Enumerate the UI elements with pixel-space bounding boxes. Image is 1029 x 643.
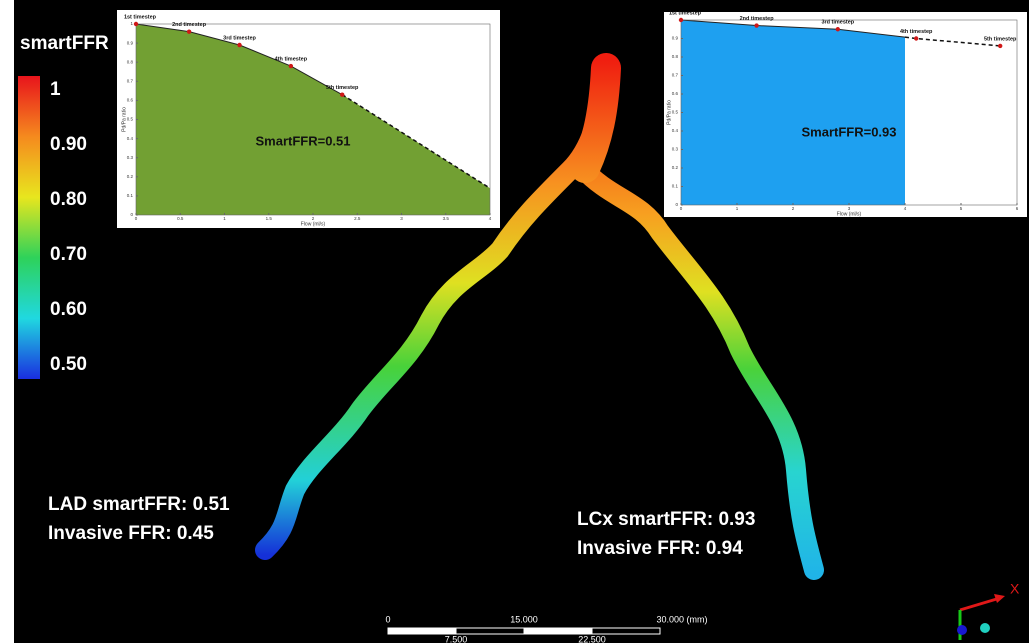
lad-label: LAD smartFFR: 0.51 bbox=[48, 494, 230, 515]
timestep-label: 3rd timestep bbox=[821, 20, 854, 26]
timestep-label: 3rd timestep bbox=[223, 35, 256, 41]
timestep-point bbox=[134, 22, 138, 26]
x-tick-label: 3.5 bbox=[443, 216, 450, 221]
colorbar bbox=[18, 76, 40, 379]
y-axis-label: Pd/Pa ratio bbox=[666, 100, 672, 125]
colorbar-tick-label: 0.60 bbox=[50, 299, 87, 320]
lcx-label: LCx smartFFR: 0.93 bbox=[577, 509, 755, 530]
y-tick-label: 0.7 bbox=[672, 73, 679, 78]
y-tick-label: 0.9 bbox=[127, 40, 134, 45]
lcx-label: Invasive FFR: 0.94 bbox=[577, 538, 743, 559]
axes-triad: X bbox=[957, 581, 1020, 640]
scale-label: 30.000 (mm) bbox=[656, 614, 707, 624]
scale-label: 7.500 bbox=[445, 634, 468, 643]
y-axis-label: Pd/Pa ratio bbox=[121, 107, 127, 132]
scale-label: 15.000 bbox=[510, 614, 538, 624]
colorbar-tick-label: 1 bbox=[50, 79, 61, 100]
x-tick-label: 1.5 bbox=[266, 216, 273, 221]
timestep-label: 1st timestep bbox=[669, 10, 702, 16]
y-tick-label: 0.5 bbox=[672, 110, 679, 115]
colorbar-title: smartFFR bbox=[20, 33, 109, 54]
y-tick-label: 0.3 bbox=[127, 155, 134, 160]
timestep-label: 4th timestep bbox=[275, 56, 308, 62]
colorbar-tick-label: 0.50 bbox=[50, 354, 87, 375]
timestep-point bbox=[237, 43, 241, 47]
colorbar-tick-label: 0.90 bbox=[50, 134, 87, 155]
scale-label: 22.500 bbox=[578, 634, 606, 643]
timestep-label: 1st timestep bbox=[124, 14, 157, 20]
timestep-label: 5th timestep bbox=[326, 85, 359, 91]
timestep-point bbox=[340, 92, 344, 96]
frame-edge bbox=[0, 0, 14, 643]
y-tick-label: 0.2 bbox=[127, 174, 134, 179]
axis-label: X bbox=[1010, 581, 1020, 597]
x-axis-label: Flow (ml/s) bbox=[837, 211, 862, 217]
y-tick-label: 0.3 bbox=[672, 147, 679, 152]
fill-area bbox=[681, 20, 905, 205]
y-tick-label: 0.9 bbox=[672, 36, 679, 41]
y-tick-label: 0.1 bbox=[672, 184, 679, 189]
annotation: SmartFFR=0.93 bbox=[801, 124, 896, 139]
y-tick-label: 0.5 bbox=[127, 117, 134, 122]
screen: smartFFR LAD smartFFR: 0.51 Invasive FFR… bbox=[0, 0, 1029, 643]
x-tick-label: 2.5 bbox=[354, 216, 361, 221]
timestep-point bbox=[289, 64, 293, 68]
y-tick-label: 0.8 bbox=[672, 54, 679, 59]
timestep-point bbox=[836, 27, 840, 31]
timestep-point bbox=[914, 36, 918, 40]
timestep-label: 4th timestep bbox=[900, 29, 933, 35]
timestep-label: 2nd timestep bbox=[172, 22, 207, 28]
colorbar-tick-label: 0.70 bbox=[50, 244, 87, 265]
timestep-label: 2nd timestep bbox=[740, 16, 775, 22]
colorbar-tick-label: 0.80 bbox=[50, 189, 87, 210]
scale-bar-segment bbox=[388, 628, 456, 634]
y-tick-label: 0.1 bbox=[127, 193, 134, 198]
y-tick-label: 0.4 bbox=[672, 128, 679, 133]
scale-label: 0 bbox=[385, 614, 390, 624]
timestep-label: 5th timestep bbox=[984, 36, 1017, 42]
timestep-point bbox=[754, 23, 758, 27]
x-axis-label: Flow (ml/s) bbox=[301, 221, 326, 227]
y-tick-label: 0.4 bbox=[127, 136, 134, 141]
scale-bar-segment bbox=[456, 628, 524, 634]
timestep-point bbox=[187, 29, 191, 33]
annotation: SmartFFR=0.51 bbox=[255, 133, 350, 148]
y-tick-label: 0.7 bbox=[127, 78, 134, 83]
timestep-point bbox=[998, 44, 1002, 48]
y-tick-label: 0.8 bbox=[127, 59, 134, 64]
y-tick-label: 0.6 bbox=[127, 98, 134, 103]
x-tick-label: 0.5 bbox=[177, 216, 184, 221]
y-tick-label: 0.2 bbox=[672, 165, 679, 170]
scale-bar-segment bbox=[524, 628, 592, 634]
scale-bar-segment bbox=[592, 628, 660, 634]
timestep-point bbox=[679, 18, 683, 22]
lad-label: Invasive FFR: 0.45 bbox=[48, 523, 214, 544]
y-tick-label: 0.6 bbox=[672, 91, 679, 96]
